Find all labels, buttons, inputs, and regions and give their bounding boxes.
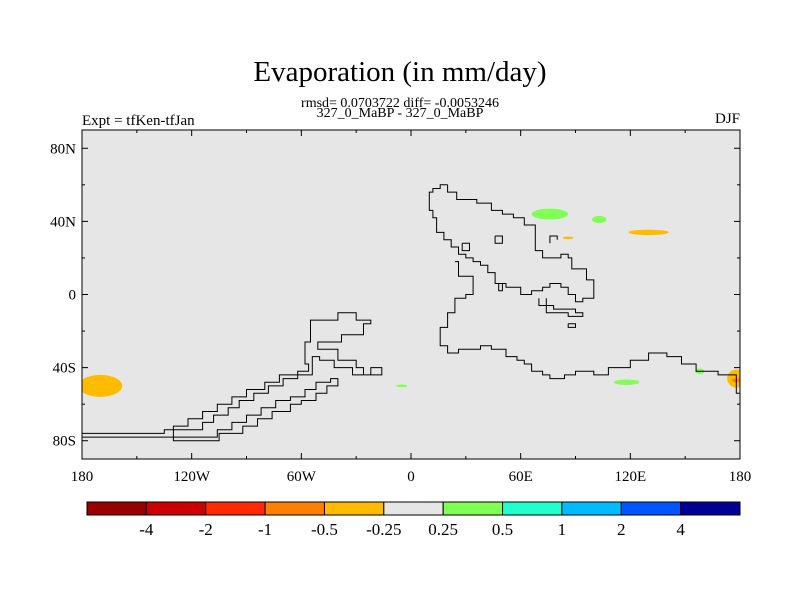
coastline [82,312,383,442]
colorbar-swatch [561,501,622,516]
x-tick-label: 0 [407,469,415,485]
experiment-label: Expt = tfKen-tfJan [82,113,195,129]
colorbar-label: 0.25 [428,520,458,539]
anomaly-region [82,374,123,397]
anomaly-region [531,208,569,220]
coastline [538,298,584,317]
y-tick-label: 40N [50,214,76,230]
coastline [567,323,576,328]
coastline-layer [82,184,740,442]
chart-subtitle: 327_0_MaBP - 327_0_MaBP [316,106,484,121]
x-tick-label: 180 [729,469,752,485]
x-tick-label: 60E [509,469,533,485]
colorbar-swatch [680,501,741,516]
chart-title: Evaporation (in mm/day) [253,56,547,88]
coastline [549,235,558,244]
x-tick-label: 60W [287,469,317,485]
stats-text: rmsd= 0.0703722 diff= -0.0053246 [301,96,499,111]
colorbar-swatch [620,501,682,516]
colorbar: -4 -2 -1 -0.5 -0.25 0.25 0.5 1 2 4 [86,501,741,539]
y-axis: 80N 40N 0 40S 80S [50,141,740,450]
x-tick-label: 120W [173,469,211,485]
y-tick-label: 80S [53,434,76,450]
colorbar-swatch [502,501,563,516]
y-tick-label: 80N [50,141,76,157]
coastline [439,261,740,423]
colorbar-label: 1 [558,520,567,539]
coastline [494,235,503,244]
colorbar-swatch [323,501,385,516]
plot-area [82,130,740,459]
colorbar-label: 0.5 [492,520,513,539]
coastline [428,184,595,303]
colorbar-swatch [145,501,207,516]
plot-background [82,130,740,459]
anomaly-region [591,215,607,224]
colorbar-swatch [383,501,444,516]
x-axis: 180 120W 60W 0 60E 120E 180 [71,130,752,485]
colorbar-label: -1 [258,520,272,539]
colorbar-label: -2 [199,520,213,539]
colorbar-label: -4 [139,520,154,539]
anomaly-region [727,369,740,388]
colorbar-swatch [86,501,147,516]
colorbar-swatch [205,501,266,516]
coastline [498,283,503,292]
x-tick-label: 180 [71,469,94,485]
colorbar-swatch [264,501,325,516]
season-label: DJF [714,111,740,127]
colorbar-label: 4 [676,520,685,539]
colorbar-swatch [442,501,504,516]
colorbar-label: -0.5 [311,520,338,539]
anomaly-region [613,379,640,385]
anomaly-region [396,384,408,388]
x-tick-label: 120E [614,469,646,485]
anomaly-layer [82,208,740,397]
y-tick-label: 40S [53,361,76,377]
anomaly-region [562,236,574,240]
coastline [461,242,470,252]
y-tick-label: 0 [69,288,77,304]
anomaly-region [628,229,669,236]
colorbar-label: 2 [617,520,626,539]
colorbar-label: -0.25 [366,520,401,539]
